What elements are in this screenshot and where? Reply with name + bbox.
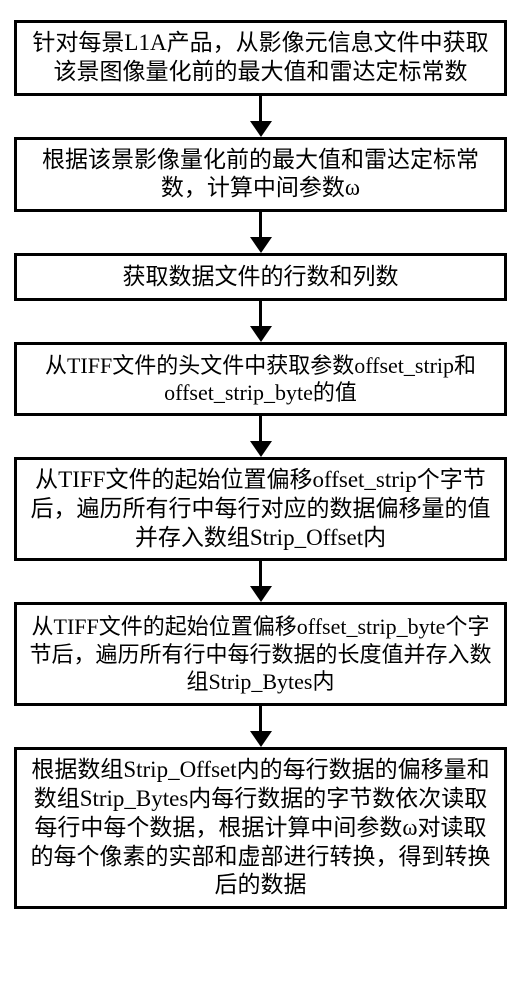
flow-node-text: 针对每景L1A产品，从影像元信息文件中获取该景图像量化前的最大值和雷达定标常数 <box>27 29 494 87</box>
flow-node-text: 根据该景影像量化前的最大值和雷达定标常数，计算中间参数ω <box>27 146 494 204</box>
flow-node-n6: 从TIFF文件的起始位置偏移offset_strip_byte个字节后，遍历所有… <box>14 602 507 706</box>
flow-arrow <box>250 212 272 253</box>
arrow-head-icon <box>250 237 272 253</box>
arrow-shaft <box>259 212 262 238</box>
arrow-head-icon <box>250 121 272 137</box>
arrow-head-icon <box>250 441 272 457</box>
arrow-shaft <box>259 416 262 442</box>
arrow-head-icon <box>250 731 272 747</box>
flow-node-n5: 从TIFF文件的起始位置偏移offset_strip个字节后，遍历所有行中每行对… <box>14 457 507 561</box>
flow-arrow <box>250 706 272 747</box>
flow-node-text: 根据数组Strip_Offset内的每行数据的偏移量和数组Strip_Bytes… <box>27 756 494 900</box>
flowchart-container: 针对每景L1A产品，从影像元信息文件中获取该景图像量化前的最大值和雷达定标常数根… <box>14 20 507 909</box>
arrow-shaft <box>259 561 262 587</box>
arrow-head-icon <box>250 326 272 342</box>
arrow-head-icon <box>250 586 272 602</box>
flow-arrow <box>250 561 272 602</box>
arrow-shaft <box>259 96 262 122</box>
arrow-shaft <box>259 706 262 732</box>
flow-node-n2: 根据该景影像量化前的最大值和雷达定标常数，计算中间参数ω <box>14 137 507 213</box>
flow-arrow <box>250 301 272 342</box>
flow-arrow <box>250 416 272 457</box>
flow-node-text: 从TIFF文件的头文件中获取参数offset_strip和offset_stri… <box>27 352 494 407</box>
flow-node-n7: 根据数组Strip_Offset内的每行数据的偏移量和数组Strip_Bytes… <box>14 747 507 909</box>
flow-node-text: 从TIFF文件的起始位置偏移offset_strip_byte个字节后，遍历所有… <box>27 613 494 696</box>
arrow-shaft <box>259 301 262 327</box>
flow-node-n4: 从TIFF文件的头文件中获取参数offset_strip和offset_stri… <box>14 342 507 416</box>
flow-node-text: 从TIFF文件的起始位置偏移offset_strip个字节后，遍历所有行中每行对… <box>27 466 494 552</box>
flow-arrow <box>250 96 272 137</box>
flow-node-text: 获取数据文件的行数和列数 <box>123 263 399 292</box>
flow-node-n3: 获取数据文件的行数和列数 <box>14 253 507 301</box>
flow-node-n1: 针对每景L1A产品，从影像元信息文件中获取该景图像量化前的最大值和雷达定标常数 <box>14 20 507 96</box>
